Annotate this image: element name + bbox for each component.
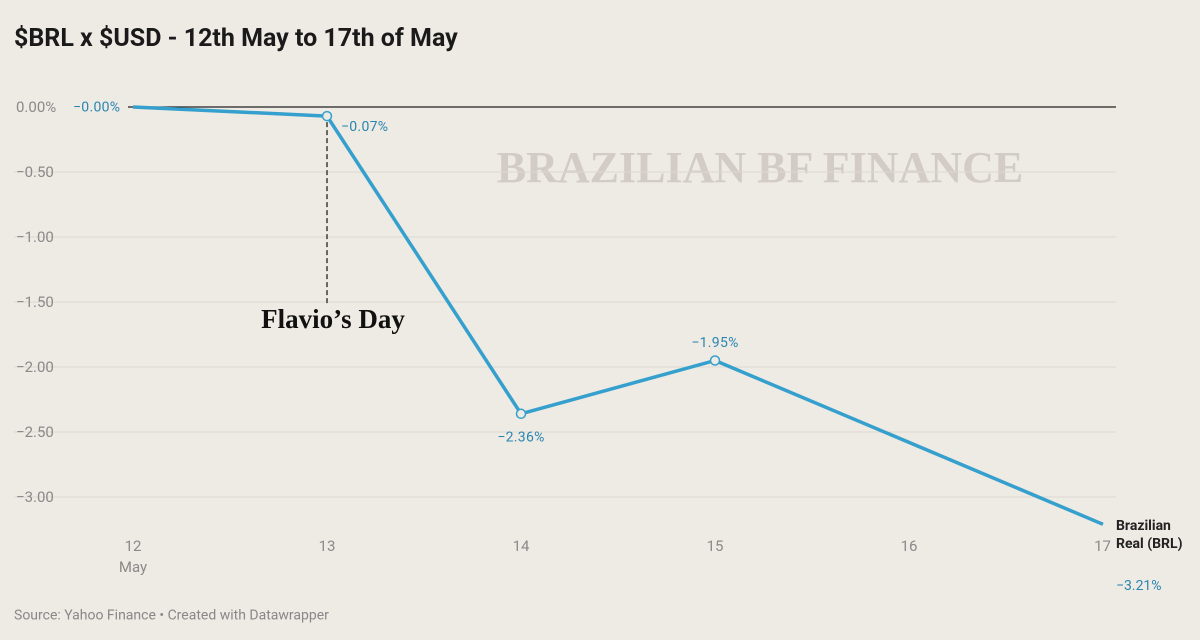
value-label: −0.07% [341,119,388,135]
chart-title: $BRL x $USD - 12th May to 17th of May [14,24,458,53]
x-tick-label: 17 [1094,537,1111,555]
y-tick-label: −2.00 [16,358,54,376]
y-tick-label: −0.50 [16,163,54,181]
series-label: Brazilian Real (BRL) [1116,518,1183,552]
x-tick-label: 16 [901,537,918,555]
source: Source: Yahoo Finance • Created with Dat… [14,608,329,624]
value-label: −3.21% [1116,578,1162,594]
y-tick-label: 0.00% [16,98,56,116]
x-tick-sublabel: May [119,558,147,576]
watermark: BRAZILIAN BF FINANCE [497,143,1023,192]
value-label: −1.95% [691,335,738,351]
y-tick-label: −1.50 [16,293,54,311]
point [709,355,721,366]
point [515,408,527,420]
value-label: −0.00% [73,100,120,116]
annotation: Flavio’s Day [261,304,405,334]
x-tick-label: 14 [513,537,530,555]
y-tick-label: −1.00 [16,228,54,246]
plot: 0.00% −0.50 −1.00 −1.50 −2.00 −2.50 −3.00 12 13 1… [14,98,1116,576]
y-tick-label: −3.00 [16,488,54,506]
value-label: −2.36% [497,430,544,446]
x-tick-label: 15 [707,537,724,555]
x-tick-label: 13 [319,537,336,555]
x-tick-label: 12 [125,537,142,555]
y-tick-label: −2.50 [16,423,54,441]
point [321,110,333,122]
